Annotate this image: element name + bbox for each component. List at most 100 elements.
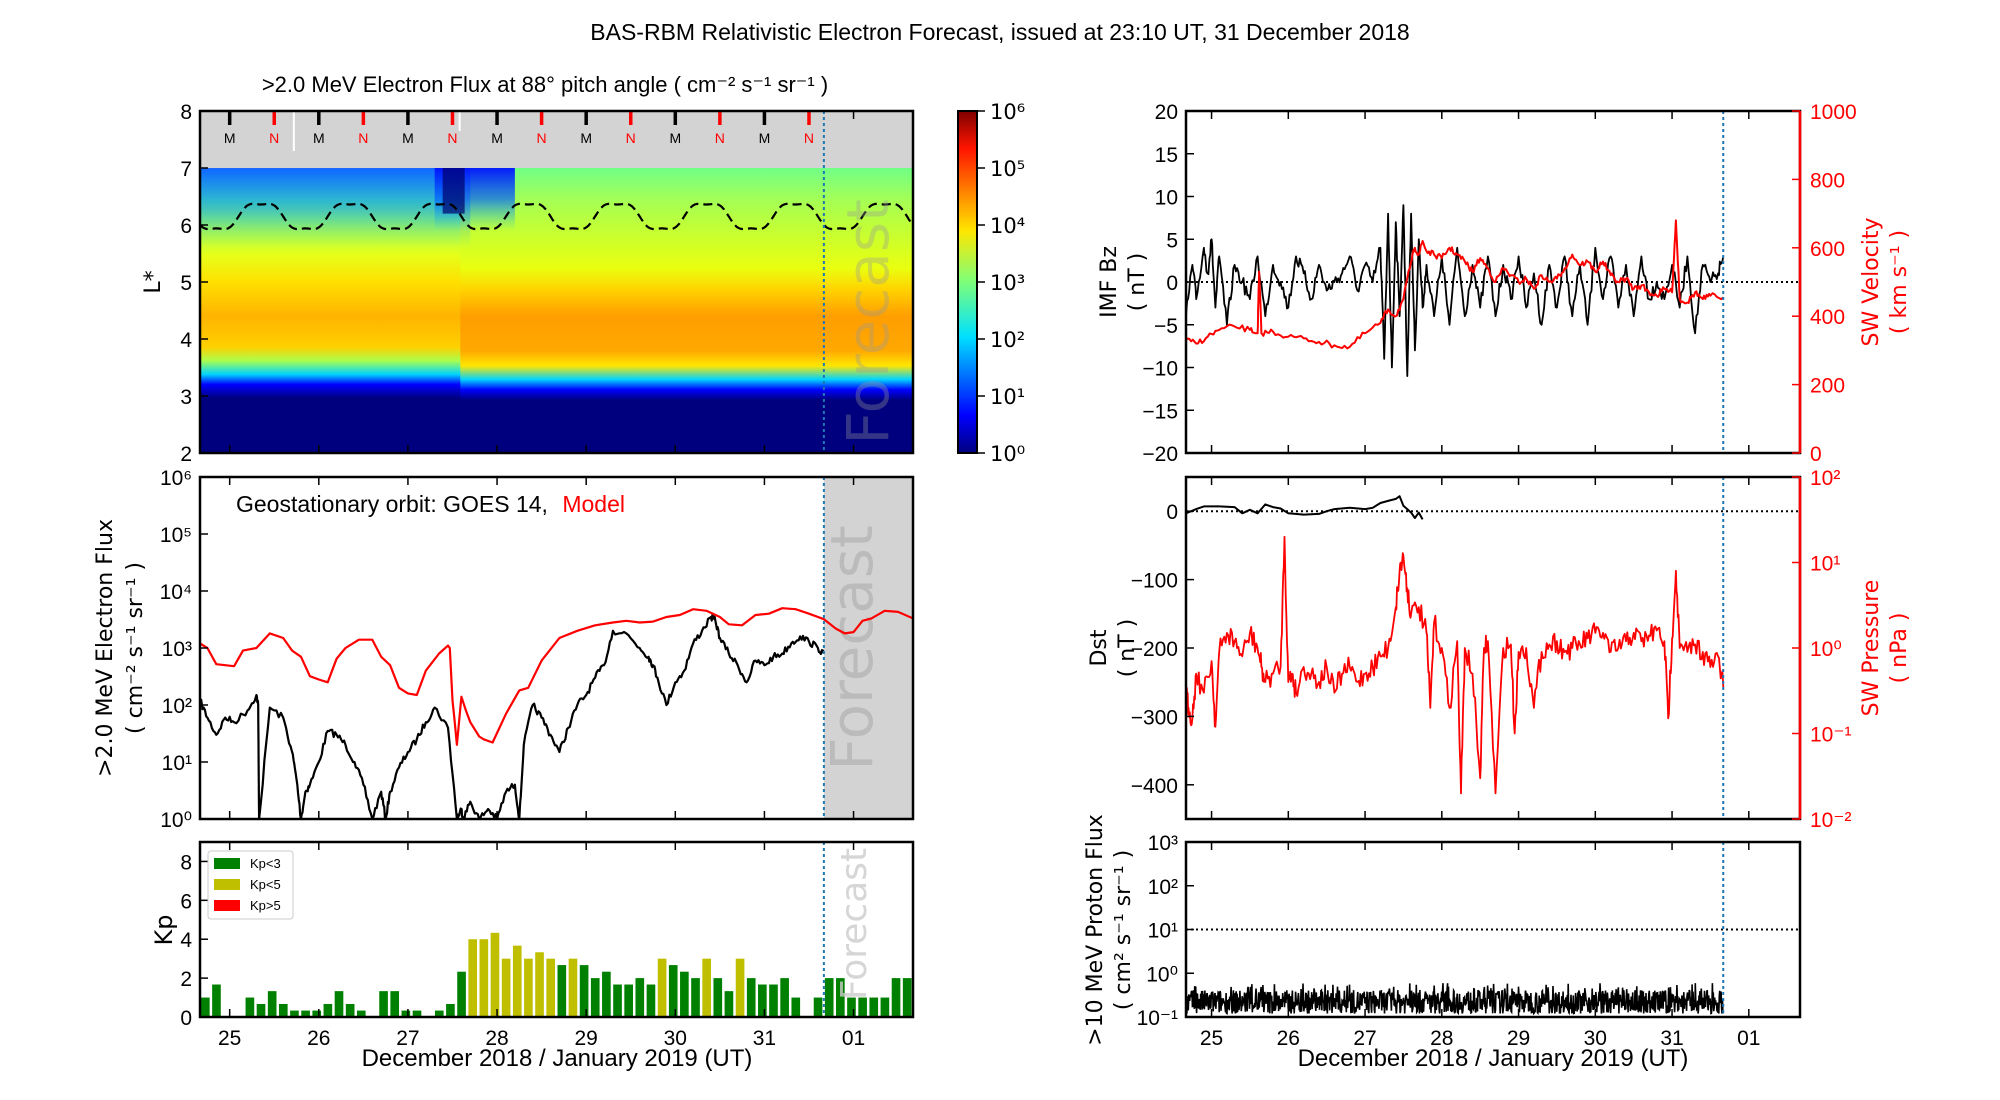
dst-ytick-label: −300: [1131, 706, 1178, 729]
sw-pressure-line: [1186, 535, 1725, 795]
sw-pressure-ytick-label: 10⁻²: [1810, 809, 1851, 832]
dst-ytick-label: −400: [1131, 775, 1178, 798]
kp-bar: [479, 939, 489, 1017]
goes-ytick-label: 10⁰: [160, 809, 192, 832]
kp-ytick-label: 2: [180, 968, 192, 991]
goes-annotation: Geostationary orbit: GOES 14, Model: [236, 491, 625, 517]
kp-bar: [735, 958, 745, 1017]
kp-bar: [746, 978, 756, 1017]
kp-panel: Forecast 25 26 27 28 29 30 31 01 0 2 4 6 8 Kp<3 Kp<5…: [150, 840, 915, 1072]
imf-ytick-label: 0: [1166, 272, 1178, 295]
sw-velocity-label: SW Velocity: [1859, 217, 1884, 346]
kp-bar: [401, 1010, 411, 1017]
dst-ytick-label: −100: [1131, 570, 1178, 593]
kp-bar: [501, 958, 511, 1017]
kp-bar: [201, 997, 210, 1017]
kp-bar: [769, 984, 778, 1017]
kp-bar: [457, 971, 466, 1017]
figure-title: BAS-RBM Relativistic Electron Forecast, …: [590, 19, 1409, 45]
kp-bar: [613, 984, 622, 1017]
goes-forecast-label: Forecast: [818, 525, 886, 770]
mlt-marker-label: M: [313, 130, 325, 146]
flux-map-title: >2.0 MeV Electron Flux at 88° pitch angl…: [262, 72, 828, 97]
kp-bar: [446, 1003, 455, 1017]
mlt-marker-label: M: [669, 130, 681, 146]
goes-ylabel: >2.0 MeV Electron Flux: [93, 519, 118, 777]
kp-bar: [356, 1010, 366, 1017]
proton-ylabel-units: ( cm² s⁻¹ sr⁻¹ ): [1111, 850, 1136, 1010]
dst-ylabel-units: ( nT ): [1115, 619, 1140, 678]
sw-velocity-units: ( km s⁻¹ ): [1887, 230, 1912, 334]
kp-bar: [635, 978, 645, 1017]
kp-bar: [847, 997, 856, 1017]
kp-bar: [512, 945, 522, 1017]
proton-xtick-label: 01: [1737, 1027, 1760, 1050]
kp-bar: [624, 984, 633, 1017]
kp-xtick-label: 30: [664, 1027, 687, 1050]
kp-bar: [579, 965, 589, 1017]
kp-bar: [524, 958, 533, 1017]
colorbar-tick-label: 10¹: [990, 385, 1025, 409]
kp-bar: [256, 1003, 266, 1017]
kp-xtick-label: 29: [574, 1027, 597, 1050]
kp-bar: [813, 997, 823, 1017]
imf-ytick-label: −5: [1154, 315, 1178, 338]
proton-xtick-label: 27: [1353, 1027, 1376, 1050]
imf-ytick-label: 5: [1166, 229, 1178, 252]
kp-bar: [557, 965, 567, 1017]
dst-panel: −400 −300 −200 −100 0 10⁻² 10⁻¹ 10⁰ 10¹ 10² Dst (…: [1087, 467, 1912, 832]
colorbar-tick-label: 10³: [990, 271, 1025, 295]
kp-bar: [535, 952, 544, 1017]
kp-bar: [724, 991, 734, 1017]
imf-bz-line: [1186, 204, 1725, 378]
sw-velocity-ytick-label: 400: [1810, 306, 1845, 329]
mlt-marker-label: M: [402, 130, 414, 146]
imf-ylabel: IMF Bz: [1097, 246, 1122, 318]
proton-ytick-label: 10⁰: [1146, 963, 1178, 986]
proton-ylabel: >10 MeV Proton Flux: [1083, 814, 1108, 1046]
dst-ytick-label: −200: [1131, 638, 1178, 661]
kp-bar: [334, 991, 344, 1017]
kp-bar: [379, 991, 388, 1017]
flux-map-forecast-label: Forecast: [834, 199, 902, 444]
kp-bar: [646, 984, 656, 1017]
goes-ytick-label: 10¹: [162, 752, 192, 775]
proton-xtick-label: 28: [1430, 1027, 1453, 1050]
imf-ytick-label: 15: [1155, 144, 1178, 167]
kp-legend-swatch-mid: [214, 879, 240, 890]
proton-xtick-label: 31: [1660, 1027, 1683, 1050]
sw-velocity-ytick-label: 600: [1810, 238, 1845, 261]
kp-xtick-label: 01: [842, 1027, 865, 1050]
goes-annotation-model: Model: [562, 491, 625, 517]
dst-ylabel: Dst: [1087, 629, 1112, 666]
mlt-marker-label: M: [759, 130, 771, 146]
flux-map-ytick-label: 3: [180, 386, 192, 409]
flux-map-ytick-label: 7: [180, 158, 192, 181]
kp-ylabel: Kp: [150, 915, 178, 946]
goes-ytick-label: 10⁵: [160, 524, 192, 547]
kp-bar: [858, 997, 867, 1017]
imf-ytick-label: −20: [1142, 443, 1178, 466]
kp-bar: [390, 991, 400, 1017]
proton-ytick-label: 10¹: [1148, 920, 1178, 943]
kp-bar: [267, 991, 277, 1017]
kp-bar: [323, 1003, 333, 1017]
goes-ytick-label: 10³: [162, 638, 192, 661]
kp-bar: [412, 1010, 422, 1017]
sw-velocity-ytick-label: 1000: [1810, 101, 1857, 124]
flux-map-ytick-label: 5: [180, 272, 192, 295]
goes-forecast-shade: [823, 477, 913, 819]
sw-pressure-ytick-label: 10²: [1810, 467, 1840, 490]
mlt-marker-label: N: [804, 130, 814, 146]
kp-bar: [758, 984, 767, 1017]
kp-frame: [198, 840, 915, 1019]
kp-bar: [602, 971, 611, 1017]
goes-flux-line: [200, 613, 825, 819]
colorbar-gradient: [957, 110, 978, 454]
kp-xtick-label: 31: [753, 1027, 776, 1050]
kp-bar: [301, 1010, 310, 1017]
mlt-marker-label: N: [358, 130, 368, 146]
sw-pressure-ytick-label: 10⁻¹: [1810, 724, 1851, 747]
